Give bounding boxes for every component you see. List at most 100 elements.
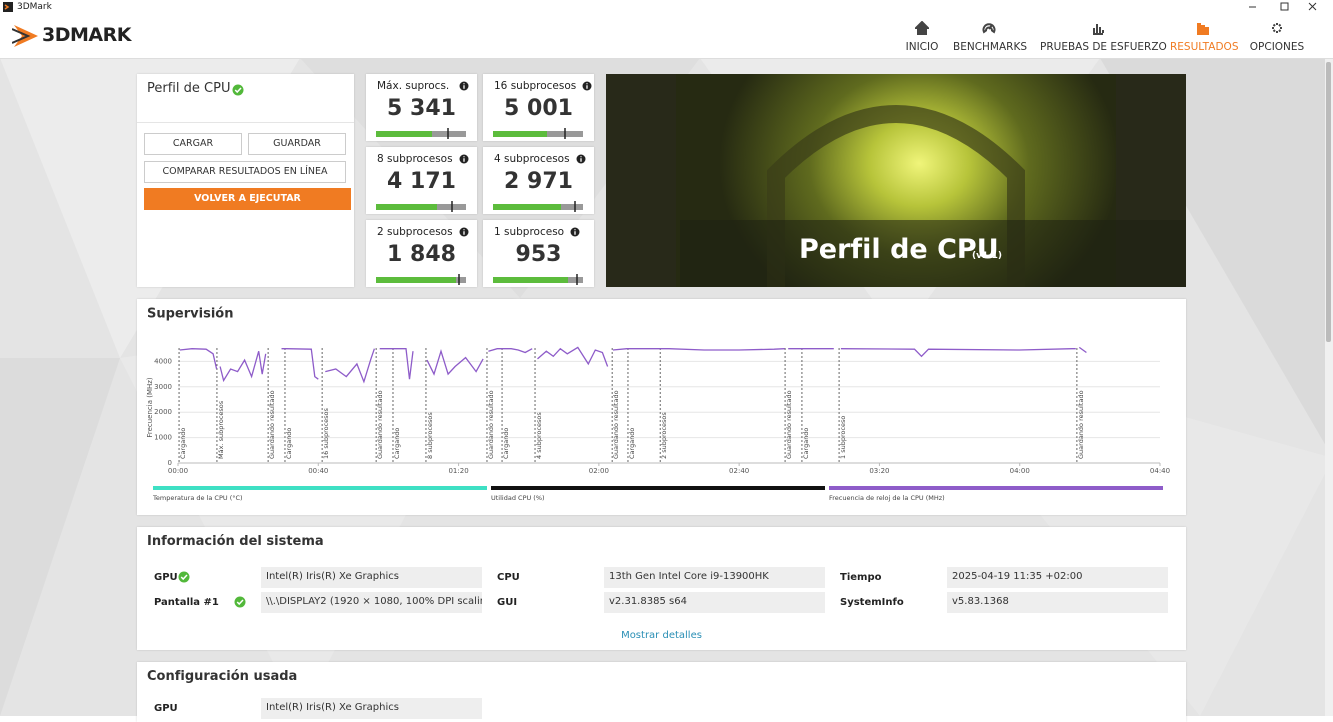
nav-label: PRUEBAS DE ESFUERZO [1040, 41, 1167, 53]
y-tick-label: 2000 [154, 408, 172, 416]
nav-item[interactable]: OPCIONES [1249, 15, 1305, 58]
nav-item[interactable]: BENCHMARKS [953, 15, 1028, 58]
window-controls[interactable] [1240, 0, 1333, 15]
nav-icon [1272, 23, 1282, 33]
nav-label: INICIO [905, 41, 939, 53]
x-tick-label: 03:20 [869, 467, 889, 475]
divider [137, 122, 354, 123]
legend-label: Temperatura de la CPU (°C) [152, 494, 243, 502]
marker-label: Guardando resultado [376, 390, 384, 459]
hero-image: Perfil de CPU (v1.1) [606, 74, 1186, 287]
check-circle [232, 84, 244, 96]
check-mark [234, 87, 242, 94]
score-bar [376, 128, 466, 139]
nav-icon [915, 21, 929, 35]
info-label: Pantalla #1 [154, 597, 219, 608]
y-tick-label: 0 [168, 459, 172, 467]
monitoring-chart: Supervisión Frecuencia (MHz) 0 1000 2000 300… [146, 307, 1170, 503]
logo-icon [12, 25, 38, 47]
check-circle [234, 596, 246, 608]
legend-swatch [491, 486, 825, 490]
x-tick-label: 01:20 [448, 467, 468, 475]
show-details-link[interactable]: Mostrar detalles [621, 630, 702, 641]
config-panel: Configuración usada GPU Intel(R) Iris(R) … [137, 662, 1186, 722]
legend-swatch [829, 486, 1163, 490]
score-value: 1 848 [387, 242, 456, 267]
info-icon [459, 227, 469, 237]
info-icon [570, 227, 580, 237]
marker-label: Cargando [285, 428, 293, 459]
nav-icon-shape [1272, 23, 1282, 33]
save-button[interactable]: GUARDAR [248, 133, 346, 155]
info-value: v5.83.1368 [947, 592, 1168, 613]
score-value: 5 001 [504, 96, 573, 121]
profile-panel: Perfil de CPU CARGAR GUARDAR COMPARAR RE… [137, 74, 354, 287]
marker-label: Cargando [393, 428, 401, 459]
rerun-button[interactable]: VOLVER A EJECUTAR [144, 188, 351, 210]
nav-item[interactable]: RESULTADOS [1170, 15, 1238, 58]
score-value: 5 341 [387, 96, 456, 121]
x-tick-label: 04:00 [1010, 467, 1030, 475]
marker-label: 8 subprocesos [426, 412, 434, 459]
nav-icon [982, 23, 996, 34]
nav-icon-shape [915, 21, 929, 35]
nav-icon [1197, 23, 1209, 35]
score-label: 2 subprocesos [377, 226, 453, 238]
config-title: Configuración usada [147, 669, 298, 684]
config-label: GPU [154, 703, 178, 714]
verified-icon [178, 571, 190, 583]
marker-label: Guardando resultado [612, 390, 620, 459]
marker-label: 16 subprocesos [322, 407, 330, 459]
nav-item[interactable]: INICIO [905, 15, 939, 58]
nav-label: OPCIONES [1249, 41, 1305, 53]
score-bar-fill [493, 131, 547, 137]
marker-label: Cargando [179, 428, 187, 459]
score-label: 16 subprocesos [494, 80, 577, 92]
nav-icon [1093, 24, 1104, 35]
info-value: 13th Gen Intel Core i9-13900HK [604, 567, 825, 588]
score-value: 4 171 [387, 169, 456, 194]
score-bar-fill [376, 204, 437, 210]
score-label: Máx. suprocs. [377, 80, 450, 92]
config-value: Intel(R) Iris(R) Xe Graphics [261, 698, 482, 719]
score-value: 2 971 [504, 169, 573, 194]
score-bar [376, 201, 466, 212]
x-tick-label: 04:40 [1150, 467, 1170, 475]
info-icon [582, 81, 592, 91]
score-card: 8 subprocesos 4 171 [366, 147, 477, 214]
verified-icon [232, 84, 244, 96]
score-bar [493, 128, 583, 139]
info-label: SystemInfo [840, 597, 904, 608]
monitoring-panel: Supervisión Frecuencia (MHz) 0 1000 2000 300… [137, 299, 1186, 515]
x-tick-label: 00:00 [168, 467, 188, 475]
y-axis-label: Frecuencia (MHz) [146, 377, 154, 438]
y-tick-label: 1000 [154, 434, 172, 442]
marker-label: Guardando resultado [785, 390, 793, 459]
y-tick-label: 4000 [154, 357, 172, 365]
y-tick-label: 3000 [154, 383, 172, 391]
info-icon [459, 154, 469, 164]
frequency-line [179, 346, 1087, 384]
x-tick-label: 02:00 [589, 467, 609, 475]
score-value: 953 [515, 242, 562, 267]
nav-icon-shape [1093, 24, 1104, 35]
score-bar [493, 274, 583, 285]
nav-label: BENCHMARKS [953, 41, 1028, 53]
x-tick-label: 02:40 [729, 467, 749, 475]
info-label: GUI [497, 597, 518, 608]
score-bar-fill [493, 204, 561, 210]
load-button[interactable]: CARGAR [144, 133, 242, 155]
legend-label: Utilidad CPU (%) [491, 494, 545, 502]
score-card: 16 subprocesos 5 001 [483, 74, 594, 141]
system-info-title: Información del sistema [147, 534, 324, 549]
info-label: CPU [497, 572, 520, 583]
compare-button[interactable]: COMPARAR RESULTADOS EN LÍNEA [144, 161, 346, 183]
score-bar [376, 274, 466, 285]
logo-text: 3DMARK [42, 24, 131, 46]
nav-item[interactable]: PRUEBAS DE ESFUERZO [1040, 15, 1167, 58]
info-value: v2.31.8385 s64 [604, 592, 825, 613]
score-label: 8 subprocesos [377, 153, 453, 165]
score-bar-fill [376, 277, 456, 283]
